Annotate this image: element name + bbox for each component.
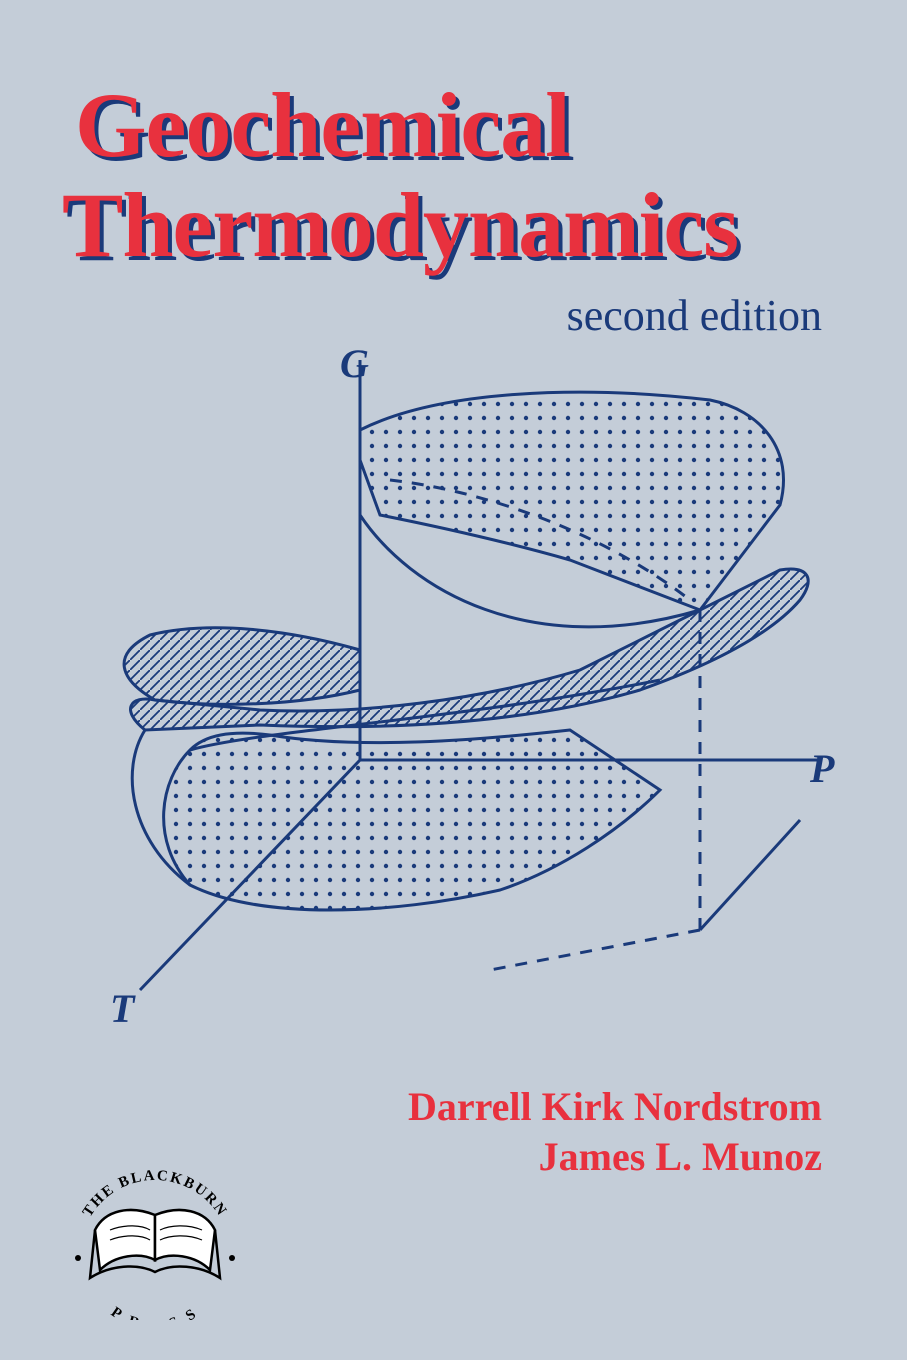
publisher-text-top: THE BLACKBURN [80, 1168, 230, 1220]
svg-text:P R E S S: P R E S S [108, 1304, 202, 1320]
open-book-icon [90, 1210, 220, 1278]
authors-block: Darrell Kirk Nordstrom James L. Munoz [408, 1082, 822, 1182]
gibbs-energy-surface-diagram [60, 330, 840, 1010]
author-2: James L. Munoz [408, 1132, 822, 1182]
publisher-text-bottom: P R E S S [108, 1304, 202, 1320]
svg-text:THE BLACKBURN: THE BLACKBURN [80, 1168, 230, 1220]
title-line-1: Geochemical [75, 72, 570, 178]
author-1: Darrell Kirk Nordstrom [408, 1082, 822, 1132]
publisher-logo: THE BLACKBURN P R E S S [60, 1160, 250, 1320]
title-line-2: Thermodynamics [62, 172, 738, 278]
